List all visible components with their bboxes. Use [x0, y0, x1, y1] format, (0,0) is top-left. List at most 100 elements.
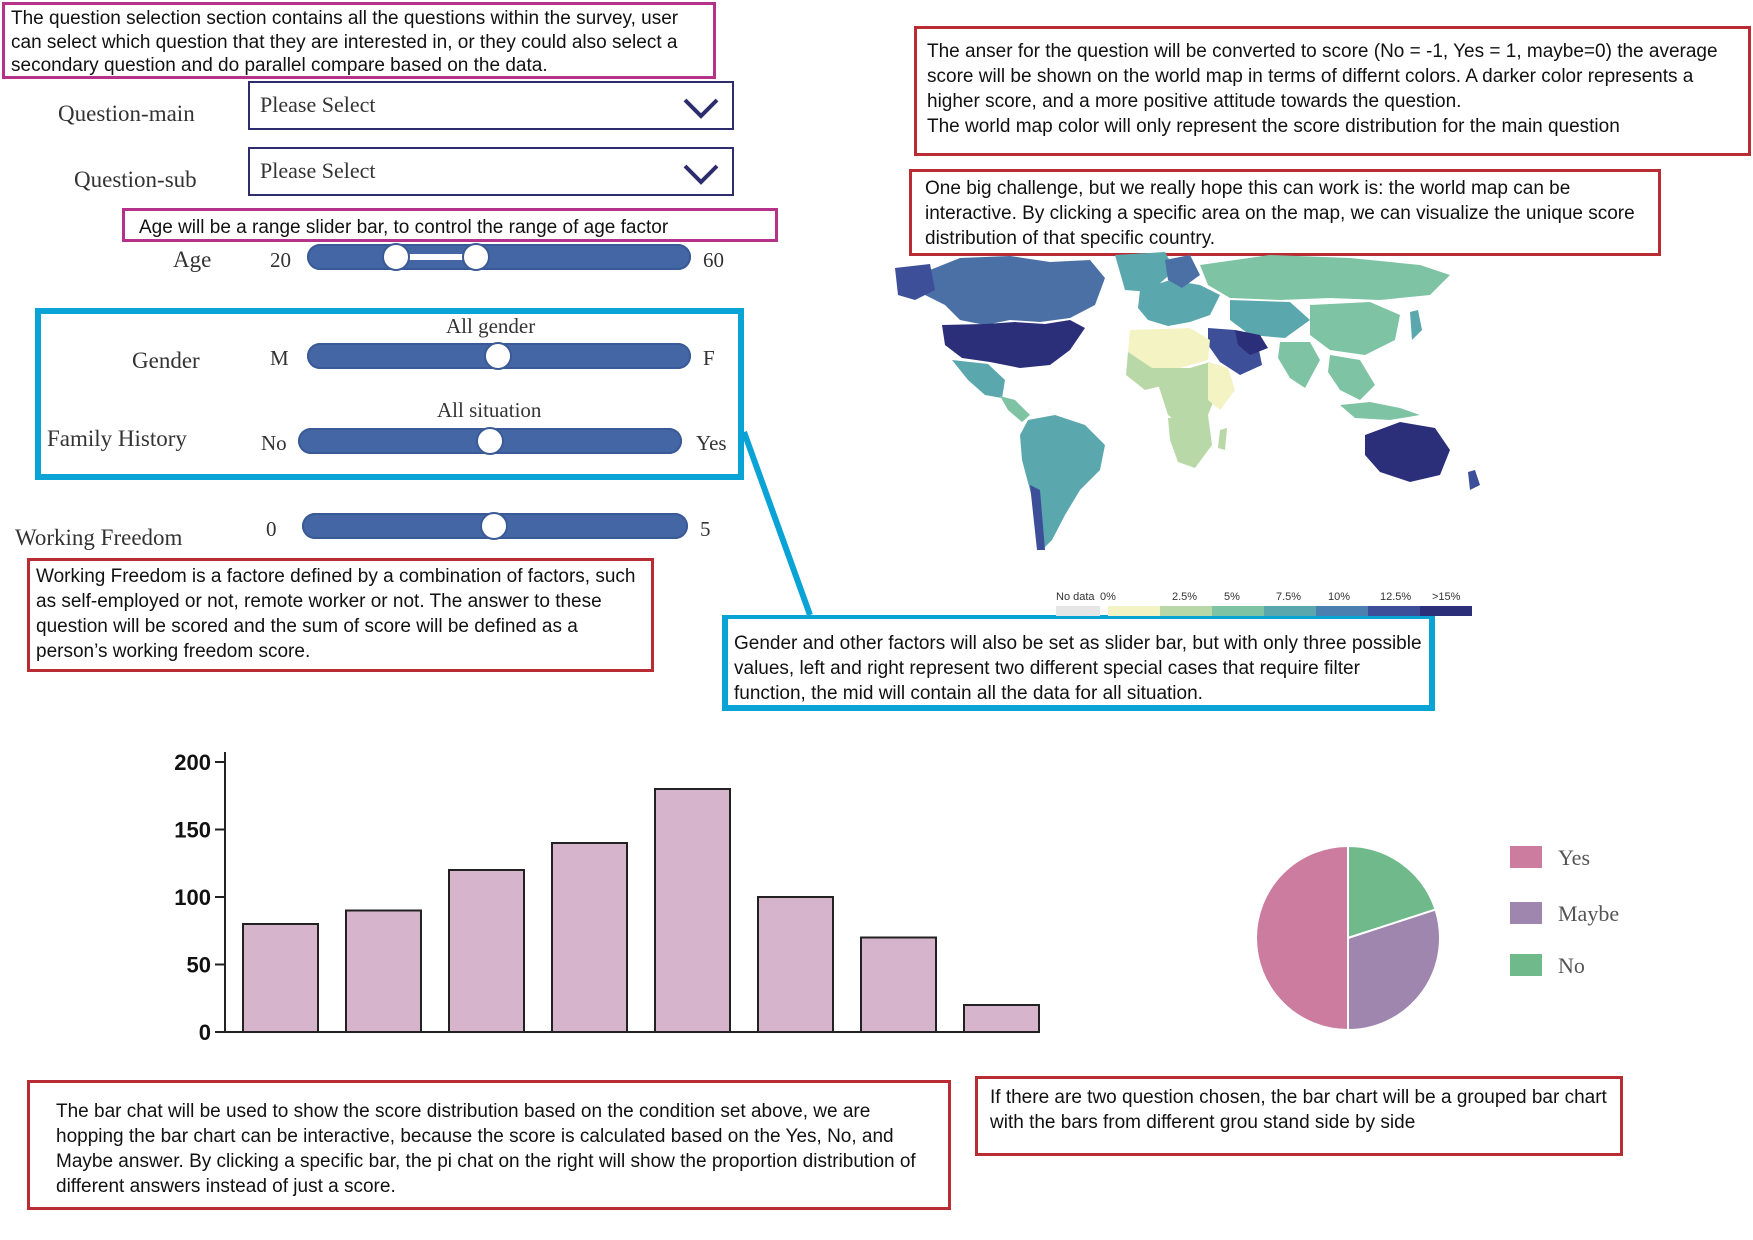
map-region-indonesia [1340, 402, 1420, 420]
world-map[interactable] [890, 250, 1570, 570]
freedom-min-label: 0 [266, 517, 277, 541]
legend-label: 12.5% [1380, 591, 1411, 603]
legend-swatch [1264, 606, 1316, 616]
bar[interactable] [448, 869, 525, 1033]
family-right-label: Yes [696, 431, 727, 455]
map-region-north-africa [1128, 328, 1210, 368]
bar[interactable] [654, 788, 731, 1033]
map-region-madagascar [1218, 428, 1227, 450]
bar[interactable] [345, 909, 422, 1033]
map-region-brazil [1048, 428, 1102, 488]
gender-slider[interactable] [307, 342, 691, 370]
legend-swatch [1108, 606, 1160, 616]
y-tick-label: 0 [199, 1020, 211, 1045]
map-region-central-america [1000, 396, 1030, 422]
pie-legend-swatch [1510, 902, 1542, 924]
bar[interactable] [757, 896, 834, 1033]
legend-label: No data [1056, 591, 1095, 603]
age-slider-note: Age will be a range slider bar, to contr… [122, 208, 778, 242]
age-min-label: 20 [270, 248, 291, 272]
map-region-new-zealand [1468, 470, 1480, 490]
legend-label: 5% [1224, 591, 1240, 603]
map-region-mexico [952, 360, 1005, 398]
y-tick-label: 50 [187, 953, 211, 978]
pie-slice[interactable] [1255, 844, 1349, 1032]
answer-pie-chart[interactable]: Yes Maybe No [1240, 820, 1700, 1060]
map-region-iran [1235, 330, 1268, 355]
map-region-japan [1410, 310, 1422, 340]
working-freedom-slider[interactable] [302, 512, 688, 540]
map-region-canada [925, 256, 1105, 325]
y-tick-label: 100 [174, 885, 211, 910]
bar-chart-note: The bar chat will be used to show the sc… [27, 1080, 951, 1210]
map-region-usa [942, 320, 1085, 368]
age-range-fill [395, 254, 475, 260]
bar[interactable] [551, 842, 628, 1033]
chevron-down-icon [683, 164, 719, 185]
grouped-bar-note: If there are two question chosen, the ba… [975, 1076, 1623, 1156]
map-region-scandinavia [1165, 255, 1200, 288]
pie-slice[interactable] [1347, 908, 1441, 1032]
question-sub-value: Please Select [260, 158, 376, 183]
pie-legend-label: No [1558, 953, 1585, 978]
question-sub-label: Question-sub [74, 167, 197, 192]
y-tick-label: 150 [174, 818, 211, 843]
gender-slider-note: Gender and other factors will also be se… [722, 615, 1435, 711]
legend-label: >15% [1432, 591, 1461, 603]
legend-label: 10% [1328, 591, 1350, 603]
legend-swatch [1316, 606, 1368, 616]
legend-swatch [1160, 606, 1212, 616]
age-min-thumb[interactable] [382, 243, 410, 271]
legend-label: 0% [1100, 591, 1116, 603]
question-selection-note: The question selection section contains … [2, 2, 716, 79]
working-freedom-note: Working Freedom is a factore defined by … [27, 558, 654, 672]
gender-thumb[interactable] [484, 342, 512, 370]
map-region-europe [1138, 280, 1220, 326]
map-region-chile [1030, 485, 1045, 550]
map-region-east-africa [1208, 362, 1235, 410]
age-max-label: 60 [703, 248, 724, 272]
map-region-central-asia [1230, 300, 1310, 338]
legend-swatch [1368, 606, 1420, 616]
map-region-central-africa [1152, 362, 1220, 430]
pie-slice[interactable] [1347, 844, 1437, 940]
family-history-thumb[interactable] [476, 427, 504, 455]
map-region-southeast-asia [1328, 355, 1375, 400]
bar[interactable] [860, 936, 937, 1033]
chevron-down-icon [683, 98, 719, 119]
gender-family-box [35, 308, 744, 480]
map-region-alaska [895, 264, 935, 300]
score-bar-chart[interactable]: 0 50 100 150 200 [140, 740, 1040, 1050]
map-region-west-africa [1126, 352, 1165, 390]
pie-legend-swatch [1510, 954, 1542, 976]
family-history-slider[interactable] [298, 427, 682, 455]
working-freedom-thumb[interactable] [480, 512, 508, 540]
map-region-india [1278, 342, 1320, 388]
pie-legend-label: Maybe [1558, 901, 1619, 926]
question-main-value: Please Select [260, 92, 376, 117]
family-left-label: No [261, 431, 287, 455]
working-freedom-label: Working Freedom [15, 525, 183, 550]
pie-legend-swatch [1510, 846, 1542, 868]
legend-swatch [1056, 606, 1100, 616]
bar[interactable] [242, 923, 319, 1033]
question-sub-select[interactable]: Please Select [248, 147, 734, 196]
age-label: Age [173, 247, 212, 272]
gender-mid-label: All gender [446, 314, 536, 338]
bar[interactable] [963, 1004, 1040, 1033]
answer-score-note: The anser for the question will be conve… [914, 26, 1751, 156]
map-interactive-note: One big challenge, but we really hope th… [909, 169, 1661, 256]
pie-legend-label: Yes [1558, 845, 1590, 870]
question-main-select[interactable]: Please Select [248, 81, 734, 130]
freedom-max-label: 5 [700, 517, 711, 541]
legend-label: 2.5% [1172, 591, 1197, 603]
age-range-slider[interactable] [307, 243, 691, 271]
map-legend: No data 0% 2.5% 5% 7.5% 10% 12.5% >15% [1056, 591, 1472, 616]
map-region-russia [1200, 255, 1450, 300]
gender-label: Gender [132, 348, 200, 373]
map-region-china [1310, 302, 1400, 355]
map-region-australia [1365, 422, 1450, 482]
age-max-thumb[interactable] [462, 243, 490, 271]
map-region-southern-africa [1168, 415, 1212, 468]
